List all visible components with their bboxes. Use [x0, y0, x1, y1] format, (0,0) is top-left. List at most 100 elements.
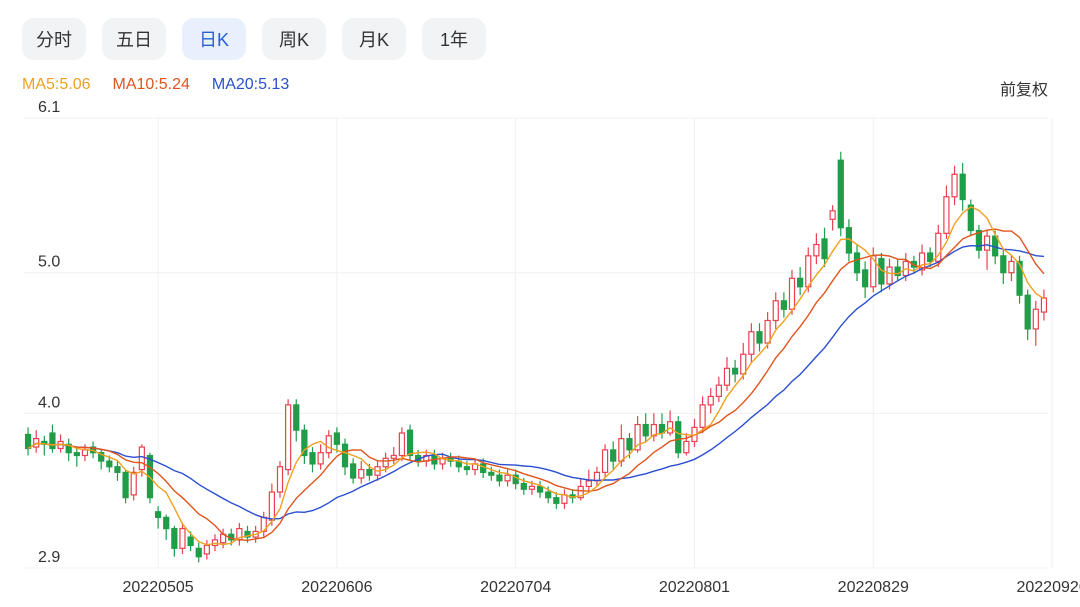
candle-down — [862, 269, 869, 288]
candle-down — [350, 463, 357, 479]
candle-down — [967, 204, 974, 232]
candle-down — [309, 452, 316, 465]
candle-down — [106, 460, 113, 468]
period-tabs: 分时 五日 日K 周K 月K 1年 — [22, 18, 486, 60]
candle-down — [244, 530, 251, 538]
x-tick-label: 20220606 — [301, 579, 372, 596]
candle-down — [545, 491, 552, 499]
candle-down — [553, 497, 560, 504]
tab-daily-k[interactable]: 日K — [182, 18, 246, 60]
y-tick-label: 6.1 — [38, 100, 60, 116]
legend-ma20: MA20:5.13 — [211, 76, 290, 93]
candle-up — [748, 331, 755, 355]
candle-up — [951, 173, 958, 198]
candle-down — [195, 547, 202, 558]
candle-down — [463, 466, 471, 471]
candle-down — [853, 252, 861, 274]
candle-down — [1000, 255, 1007, 274]
candle-up — [1040, 297, 1048, 313]
candle-down — [642, 423, 649, 437]
legend-ma10: MA10:5.24 — [112, 76, 190, 93]
candle-down — [837, 159, 844, 229]
candle-up — [918, 252, 926, 271]
y-tick-label: 4.0 — [38, 394, 60, 411]
candle-down — [626, 438, 633, 451]
candle-down — [163, 516, 170, 530]
candle-down — [406, 429, 414, 457]
x-tick-label: 20220829 — [838, 579, 909, 596]
candle-up — [317, 452, 324, 465]
candle-down — [959, 173, 966, 201]
candle-down — [480, 463, 487, 473]
candle-down — [114, 466, 121, 473]
candle-down — [1024, 294, 1031, 330]
candle-up — [618, 438, 625, 462]
candle-up — [577, 485, 584, 499]
candle-up — [601, 449, 609, 473]
candle-down — [610, 449, 617, 462]
tab-monthly-k[interactable]: 月K — [342, 18, 406, 60]
candle-up — [325, 435, 332, 454]
candle-up — [983, 235, 991, 251]
x-tick-label: 20220505 — [123, 579, 194, 596]
candle-up — [382, 457, 389, 468]
candle-down — [65, 443, 72, 454]
candle-up — [285, 404, 292, 471]
candle-down — [675, 421, 682, 454]
candle-up — [788, 277, 796, 310]
candle-up — [805, 255, 812, 288]
candle-down — [1016, 260, 1023, 296]
candle-up — [740, 353, 747, 375]
candle-down — [488, 471, 495, 476]
price-adjust-toggle[interactable]: 前复权 — [999, 82, 1048, 99]
tab-one-year[interactable]: 1年 — [422, 18, 486, 60]
x-tick-label: 20220801 — [659, 579, 730, 596]
candle-down — [171, 528, 178, 549]
candle-up — [650, 423, 657, 437]
y-tick-label: 5.0 — [38, 254, 60, 271]
candle-down — [512, 474, 519, 485]
candle-up — [943, 196, 950, 234]
candle-down — [797, 277, 804, 288]
ma20-line — [27, 244, 1044, 520]
candle-down — [520, 483, 527, 490]
candle-up — [203, 544, 210, 555]
candle-down — [293, 404, 300, 431]
candle-down — [731, 367, 739, 375]
candle-up — [1008, 260, 1015, 274]
candle-down — [366, 468, 373, 476]
x-tick-label: 20220704 — [480, 579, 551, 596]
candle-up — [715, 384, 722, 398]
tab-weekly-k[interactable]: 周K — [262, 18, 326, 60]
candle-down — [536, 485, 544, 493]
x-tick-label: 20220926 — [1016, 579, 1080, 596]
candle-up — [585, 480, 592, 488]
candle-up — [81, 449, 89, 457]
tab-five-day[interactable]: 五日 — [102, 18, 166, 60]
candle-down — [73, 452, 80, 457]
candle-down — [333, 432, 341, 445]
candle-up — [699, 404, 706, 428]
candle-up — [829, 210, 836, 220]
ma5-line — [27, 206, 1045, 546]
candle-up — [276, 466, 284, 493]
candle-up — [138, 446, 145, 471]
candle-down — [894, 266, 901, 277]
tab-intraday[interactable]: 分时 — [22, 18, 86, 60]
candle-up — [634, 423, 641, 451]
candle-up — [723, 367, 731, 386]
candle-down — [496, 474, 503, 482]
candle-up — [813, 243, 820, 257]
candle-down — [122, 471, 129, 499]
candle-up — [561, 494, 568, 504]
candle-up — [358, 468, 365, 479]
candle-up — [1032, 308, 1039, 330]
candle-down — [821, 238, 828, 260]
candlestick-chart[interactable]: 6.1 5.0 4.0 2.9 20220505 20220606 20220704 2022… — [0, 100, 1080, 607]
candle-down — [49, 432, 56, 450]
candle-up — [707, 395, 714, 406]
y-tick-label: 2.9 — [38, 549, 60, 566]
candle-up — [528, 485, 536, 490]
candle-down — [780, 300, 787, 310]
candle-down — [154, 511, 162, 518]
